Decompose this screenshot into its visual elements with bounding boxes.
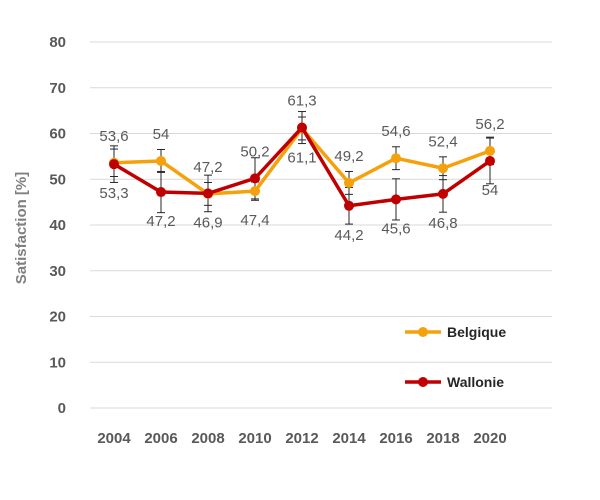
legend: Belgique Wallonie [405, 324, 506, 390]
data-point-wallonie [109, 159, 119, 170]
series-lines [109, 122, 495, 211]
data-point-belgique [391, 153, 401, 164]
y-tick-label: 60 [49, 126, 66, 143]
y-tick-label: 80 [49, 34, 66, 51]
data-point-belgique [156, 155, 166, 166]
data-point-wallonie [485, 155, 495, 166]
data-point-belgique [250, 186, 260, 197]
data-point-wallonie [203, 188, 213, 199]
y-tick-label: 20 [49, 309, 66, 326]
x-axis: 2004 2006 2008 2010 2012 2014 2016 2018 2020 [97, 430, 506, 447]
data-label: 61,1 [287, 149, 316, 166]
y-tick-label: 0 [58, 400, 66, 417]
data-labels: 53,6 54 47,2 47,4 61,1 49,2 54,6 52,4 56,2 53,3 47… [99, 93, 504, 244]
data-label: 47,2 [193, 159, 222, 176]
data-label: 50,2 [240, 143, 269, 160]
x-tick-label: 2010 [238, 430, 271, 447]
data-label: 56,2 [475, 116, 504, 133]
x-tick-label: 2020 [473, 430, 506, 447]
data-point-belgique [438, 163, 448, 174]
data-point-wallonie [344, 200, 354, 211]
data-label: 47,4 [240, 212, 269, 229]
legend-swatch-marker [418, 327, 428, 337]
data-label: 61,3 [287, 93, 316, 110]
y-tick-label: 30 [49, 263, 66, 280]
x-tick-label: 2016 [379, 430, 412, 447]
data-label: 46,8 [428, 215, 457, 232]
y-tick-label: 40 [49, 217, 66, 234]
data-point-wallonie [297, 122, 307, 133]
data-point-belgique [485, 145, 495, 156]
y-axis: 0 10 20 30 40 50 60 70 80 [49, 34, 66, 417]
legend-swatch-marker [418, 377, 428, 387]
data-label: 54,6 [381, 123, 410, 140]
data-label: 45,6 [381, 220, 410, 237]
data-point-wallonie [438, 188, 448, 199]
x-tick-label: 2004 [97, 430, 131, 447]
grid [90, 41, 552, 409]
data-label: 53,6 [99, 128, 128, 145]
data-label: 49,2 [334, 148, 363, 165]
legend-label: Belgique [447, 324, 506, 340]
data-label: 46,9 [193, 214, 222, 231]
data-label: 53,3 [99, 185, 128, 202]
y-tick-label: 70 [49, 80, 66, 97]
x-tick-label: 2012 [285, 430, 318, 447]
data-point-wallonie [250, 173, 260, 184]
data-label: 47,2 [146, 213, 175, 230]
data-point-wallonie [156, 187, 166, 198]
data-label: 52,4 [428, 133, 457, 150]
legend-label: Wallonie [447, 374, 504, 390]
y-axis-label: Satisfaction [%] [13, 172, 30, 285]
x-tick-label: 2008 [191, 430, 224, 447]
data-label: 44,2 [334, 227, 363, 244]
y-tick-label: 10 [49, 354, 66, 371]
data-label: 54 [482, 182, 499, 199]
x-tick-label: 2018 [426, 430, 459, 447]
data-point-wallonie [391, 194, 401, 205]
x-tick-label: 2014 [332, 430, 366, 447]
y-tick-label: 50 [49, 171, 66, 188]
x-tick-label: 2006 [144, 430, 177, 447]
data-label: 54 [153, 126, 170, 143]
data-point-belgique [344, 177, 354, 188]
